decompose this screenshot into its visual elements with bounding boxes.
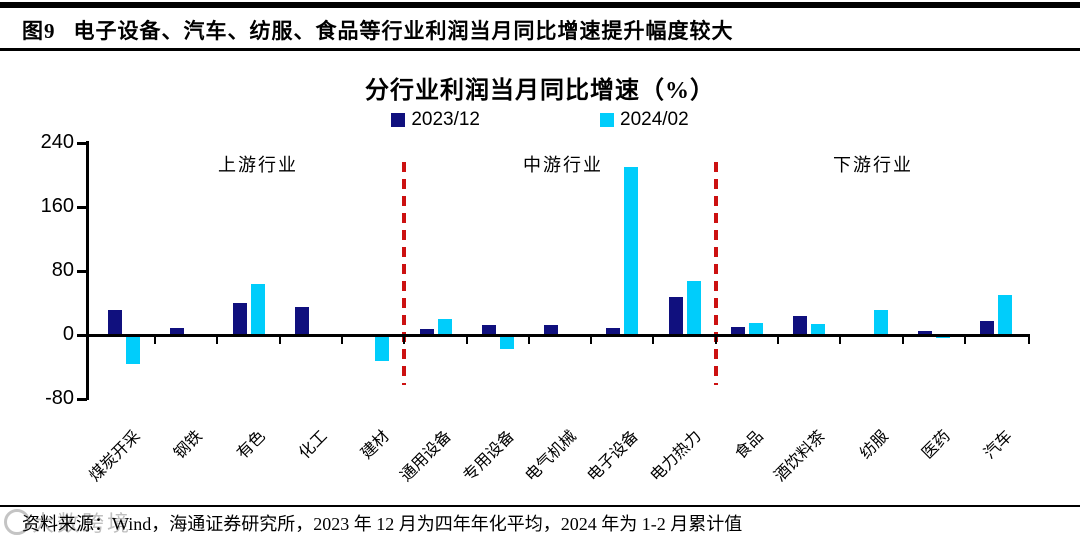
x-axis-category-label: 酒饮料茶 xyxy=(771,427,830,486)
bar-2023/12-电气机械 xyxy=(544,325,559,335)
source-note: 资料来源：Wind，海通证券研究所，2023 年 12 月为四年年化平均，202… xyxy=(22,514,743,534)
bar-2024/02-电子设备 xyxy=(624,167,639,335)
legend-swatch-dark-blue xyxy=(391,113,406,127)
bar-2023/12-电力热力 xyxy=(668,296,683,335)
bar-2023/12-汽车 xyxy=(980,320,995,335)
watermark-logo: 大数跨境 xyxy=(4,506,132,538)
bar-2023/12-通用设备 xyxy=(419,328,434,335)
x-axis-category-label: 汽车 xyxy=(981,427,1016,463)
x-axis-category-label: 食品 xyxy=(732,427,767,463)
x-axis-tick xyxy=(403,337,406,344)
bar-2023/12-化工 xyxy=(294,307,309,335)
y-axis-tick-label: 80 xyxy=(51,259,74,282)
top-border-rule xyxy=(0,2,1080,8)
bar-2024/02-汽车 xyxy=(998,295,1013,335)
bar-2024/02-食品 xyxy=(749,323,763,335)
chart-title: 分行业利润当月同比增速（%） xyxy=(365,78,715,104)
bar-2024/02-酒饮料茶 xyxy=(811,323,826,335)
bar-2023/12-食品 xyxy=(731,327,745,335)
x-axis-category-label: 通用设备 xyxy=(397,427,456,486)
y-axis-tick-label: 240 xyxy=(40,131,74,154)
y-axis-tick xyxy=(77,334,87,337)
legend-label: 2023/12 xyxy=(411,109,480,130)
x-axis-tick xyxy=(527,337,530,344)
x-axis-tick xyxy=(216,337,219,344)
x-axis-tick xyxy=(839,337,842,344)
x-axis-category-label: 电力热力 xyxy=(647,427,705,486)
legend-swatch-cyan xyxy=(600,113,614,127)
x-axis-category-label: 钢铁 xyxy=(171,427,207,463)
bar-2024/02-有色 xyxy=(250,283,265,335)
bar-2023/12-酒饮料茶 xyxy=(793,315,808,335)
bar-2023/12-专用设备 xyxy=(481,324,496,335)
section-label: 下游行业 xyxy=(833,155,913,175)
x-axis-category-label: 电子设备 xyxy=(584,427,643,486)
bar-2024/02-通用设备 xyxy=(437,319,452,335)
bar-2024/02-专用设备 xyxy=(499,335,514,350)
watermark-circle-icon xyxy=(4,509,30,535)
x-axis-tick xyxy=(590,337,593,344)
x-axis-tick xyxy=(901,337,904,344)
header-divider-rule xyxy=(0,48,1080,51)
chart-legend: 2023/12 2024/02 xyxy=(0,109,1080,131)
bar-2023/12-钢铁 xyxy=(170,327,185,335)
x-axis-category-label: 纺服 xyxy=(856,427,892,463)
x-axis-tick xyxy=(278,337,281,344)
x-axis-tick xyxy=(714,337,717,344)
y-axis-tick-label: 160 xyxy=(40,195,74,218)
bar-2024/02-煤炭开采 xyxy=(126,335,140,364)
x-axis-tick xyxy=(154,337,156,344)
bar-2024/02-建材 xyxy=(375,335,390,361)
x-axis-category-label: 医药 xyxy=(919,427,954,463)
y-axis-tick xyxy=(77,142,87,145)
bar-2023/12-电子设备 xyxy=(606,327,621,335)
x-axis-tick xyxy=(963,337,966,344)
footer-divider-rule xyxy=(0,505,1080,507)
legend-item-2024-02: 2024/02 xyxy=(600,109,689,131)
section-separator-line xyxy=(714,162,718,385)
x-axis-category-label: 电气机械 xyxy=(522,427,580,486)
x-axis-tick xyxy=(340,337,343,344)
bar-2023/12-医药 xyxy=(917,331,932,335)
x-axis-tick xyxy=(652,337,655,344)
section-separator-line xyxy=(402,162,406,385)
figure-header: 图9 电子设备、汽车、纺服、食品等行业利润当月同比增速提升幅度较大 xyxy=(22,15,734,45)
x-axis-category-label: 化工 xyxy=(296,427,331,463)
x-axis-category-label: 建材 xyxy=(358,427,393,463)
x-axis-category-label: 煤炭开采 xyxy=(86,427,144,486)
bar-2024/02-电力热力 xyxy=(686,280,701,335)
legend-label: 2024/02 xyxy=(620,109,689,130)
y-axis-tick-label: 0 xyxy=(62,323,74,346)
x-axis-category-label: 有色 xyxy=(233,427,269,463)
y-axis-tick xyxy=(77,398,87,401)
figure-number: 图9 xyxy=(22,19,56,43)
x-axis-tick xyxy=(777,337,779,344)
x-axis-tick xyxy=(465,337,468,344)
x-axis-end-tick xyxy=(1028,337,1030,344)
legend-item-2023-12: 2023/12 xyxy=(391,109,480,131)
section-label: 中游行业 xyxy=(523,155,603,175)
bar-2024/02-纺服 xyxy=(873,310,888,335)
x-axis-category-label: 专用设备 xyxy=(460,427,518,486)
figure-title: 电子设备、汽车、纺服、食品等行业利润当月同比增速提升幅度较大 xyxy=(73,19,734,43)
y-axis-line xyxy=(86,141,89,400)
x-axis-line xyxy=(86,334,1030,337)
bar-2023/12-有色 xyxy=(232,303,247,335)
y-axis-tick xyxy=(77,206,87,209)
y-axis-tick-label: -80 xyxy=(45,387,74,410)
bar-2023/12-煤炭开采 xyxy=(108,310,122,335)
watermark-text: 大数跨境 xyxy=(32,511,133,536)
y-axis-tick xyxy=(77,270,87,273)
section-label: 上游行业 xyxy=(218,155,298,175)
